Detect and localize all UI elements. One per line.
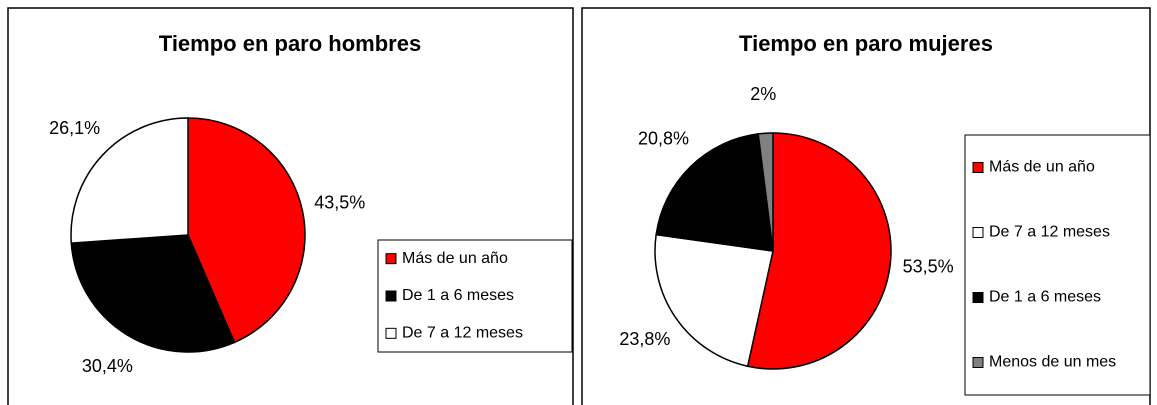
legend-label: Más de un año xyxy=(402,250,508,267)
pie-slice xyxy=(757,132,774,252)
pie-slice xyxy=(70,117,189,244)
legend-swatch xyxy=(385,290,397,302)
data-label: 23,8% xyxy=(619,329,670,349)
legend-box xyxy=(964,134,1151,396)
pie-slice xyxy=(746,132,892,370)
legend-label: Más de un año xyxy=(989,159,1095,176)
legend-label: De 1 a 6 meses xyxy=(402,287,514,304)
legend-swatch xyxy=(972,357,984,368)
data-label: 20,8% xyxy=(638,129,689,149)
pie-slice xyxy=(70,234,236,353)
legend-swatch xyxy=(385,327,397,339)
data-label: 26,1% xyxy=(49,118,100,138)
pie-slice xyxy=(654,233,774,368)
legend-swatch xyxy=(385,253,397,265)
pie-slice xyxy=(187,117,306,344)
legend-label: De 1 a 6 meses xyxy=(989,289,1101,306)
chart-title: Tiempo en paro hombres xyxy=(159,31,421,56)
legend-label: De 7 a 12 meses xyxy=(989,224,1110,241)
legend-box xyxy=(377,239,573,353)
legend-label: De 7 a 12 meses xyxy=(402,325,523,342)
data-label: 30,4% xyxy=(82,356,133,376)
chart-title: Tiempo en paro mujeres xyxy=(739,31,993,56)
data-label: 43,5% xyxy=(314,192,365,212)
legend-swatch xyxy=(972,292,984,303)
pie-slice xyxy=(655,133,774,252)
data-label: 53,5% xyxy=(903,257,954,277)
legend-label: Menos de un mes xyxy=(989,354,1116,371)
legend-swatch xyxy=(972,162,984,173)
legend-swatch xyxy=(972,227,984,238)
data-label: 2% xyxy=(750,84,776,104)
